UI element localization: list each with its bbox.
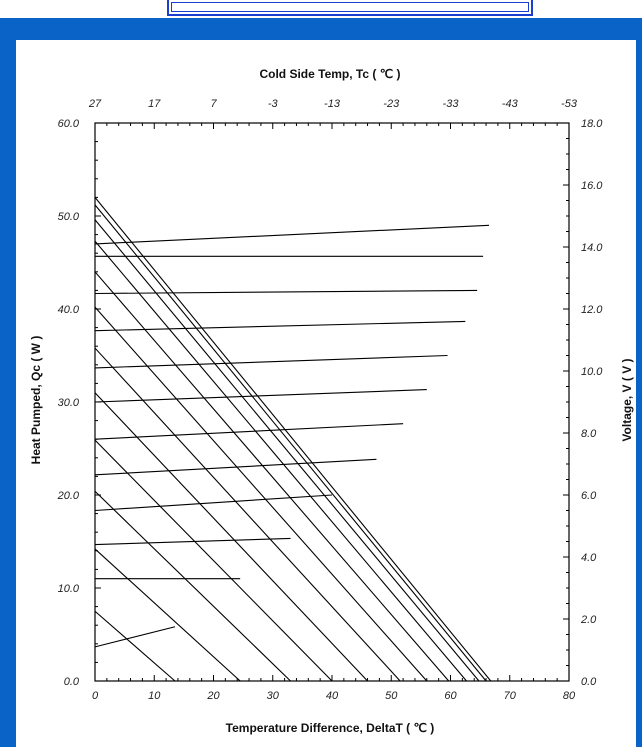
voltage-line [94,537,291,546]
x-axis-title: Temperature Difference, DeltaT ( ℃ ) [226,721,435,735]
chart-title: Cold Side Temp, Tc ( ℃ ) [259,67,400,81]
heat-pumped-line [94,271,450,682]
top-tick-label: -3 [268,98,279,110]
y2-tick-label: 10.0 [581,366,603,378]
y2-tick-label: 2.0 [580,614,597,626]
heat-pumped-line [94,439,333,682]
y-tick-label: 20.0 [57,490,80,502]
y2-tick-label: 14.0 [581,242,603,254]
header-band [0,18,642,40]
x-tick-label: 40 [326,690,339,702]
voltage-line [94,320,466,332]
top-tick-label: -33 [443,98,460,110]
y-tick-label: 60.0 [58,118,80,130]
voltage-line [94,458,377,476]
top-tick-label: -43 [502,98,519,110]
plot-area [94,122,570,682]
heat-pumped-line [94,347,401,682]
heat-pumped-line [94,610,176,682]
header-box [167,0,533,16]
top-tick-label: 27 [88,98,102,110]
heat-pumped-line [94,306,428,682]
x-tick-label: 10 [148,690,161,702]
heat-pumped-line [94,392,368,682]
voltage-line [94,626,176,648]
axis-ticks [94,122,570,682]
left-frame-bar [0,40,16,747]
voltage-line [94,389,427,403]
y-tick-label: 0.0 [64,676,80,688]
y2-tick-label: 16.0 [581,180,603,192]
x-tick-label: 0 [92,690,99,702]
voltage-line [94,224,490,245]
heat-pumped-line [94,204,487,682]
heat-pumped-line [94,197,492,682]
series-lines [94,197,492,682]
y-tick-label: 30.0 [58,397,80,409]
voltage-line [94,354,448,369]
top-tick-label: -23 [383,98,400,110]
x-tick-label: 70 [504,690,517,702]
heat-pumped-line [94,219,480,682]
top-tick-label: 7 [210,98,217,110]
y2-tick-label: 4.0 [581,552,597,564]
voltage-line [94,289,478,295]
heat-pumped-line [94,240,467,682]
x-tick-label: 30 [267,690,280,702]
tick-labels: 0 10 20 30 40 50 60 70 80 27 17 7 -3 -13 -23 -33 -43 -53 0… [57,98,604,702]
y-tick-label: 40.0 [58,304,80,316]
top-tick-label: -13 [324,98,341,110]
voltage-line [94,423,404,440]
y2-tick-label: 0.0 [581,676,597,688]
top-tick-label: 17 [148,98,161,110]
x-tick-label: 20 [206,690,220,702]
y2-tick-label: 12.0 [581,304,603,316]
top-tick-label: -53 [561,98,578,110]
heat-pumped-line [94,490,291,682]
y-tick-label: 50.0 [58,211,80,223]
y2-tick-label: 6.0 [581,490,597,502]
x-tick-label: 80 [563,690,576,702]
y2-axis-title: Voltage, V ( V ) [620,358,634,441]
heat-pumped-line [94,548,241,682]
y-axis-title: Heat Pumped, Qc ( W ) [29,336,43,465]
y-tick-label: 10.0 [58,583,80,595]
x-tick-label: 50 [385,690,398,702]
x-tick-label: 60 [444,690,457,702]
voltage-line [94,494,333,512]
y2-tick-label: 18.0 [581,118,603,130]
y2-tick-label: 8.0 [581,428,597,440]
right-frame-bar [636,40,642,747]
